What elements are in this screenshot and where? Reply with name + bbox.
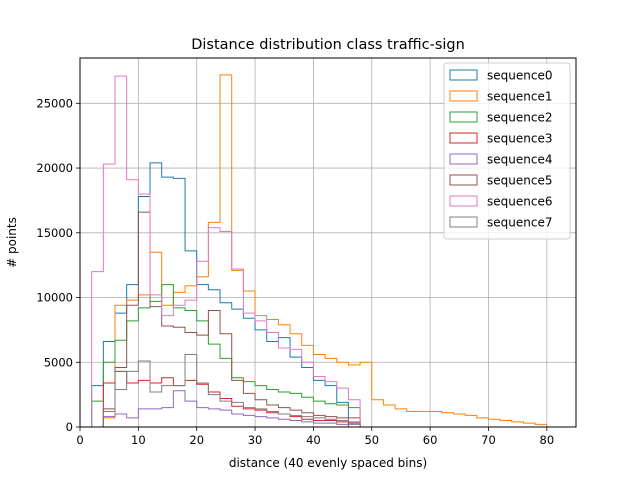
- y-tick-label: 0: [66, 420, 73, 434]
- legend-swatch: [449, 153, 478, 165]
- series-sequence1-step: [91, 74, 559, 428]
- legend-label: sequence6: [487, 195, 552, 209]
- legend-label: sequence1: [487, 90, 552, 104]
- legend-swatch: [449, 195, 478, 207]
- legend-label: sequence7: [487, 216, 552, 230]
- plot-frame: [79, 57, 577, 428]
- legend: sequence0 sequence1 sequence2 sequence3 sequ…: [443, 62, 571, 240]
- y-axis-label: # points: [5, 217, 19, 268]
- x-tick-label: 20: [189, 433, 204, 447]
- legend-swatch: [449, 111, 478, 123]
- x-tick-label: 60: [423, 433, 438, 447]
- legend-swatch: [449, 69, 478, 81]
- legend-swatch: [449, 132, 478, 144]
- y-tick-label: 25000: [36, 96, 73, 110]
- legend-label: sequence3: [487, 132, 552, 146]
- series-sequence0-step: [91, 162, 372, 428]
- legend-label: sequence4: [487, 153, 552, 167]
- series-sequence5-step: [91, 211, 372, 428]
- axis-ticks: 0 10 20 30 40 50 60 70 80 0 5000 10000 15000 20000 250…: [36, 96, 554, 447]
- x-tick-label: 10: [131, 433, 146, 447]
- x-tick-label: 50: [364, 433, 379, 447]
- legend-swatch: [449, 216, 478, 228]
- x-tick-label: 30: [248, 433, 263, 447]
- y-tick-label: 20000: [36, 161, 73, 175]
- series-sequence3-step: [91, 370, 372, 428]
- y-tick-label: 15000: [36, 226, 73, 240]
- legend-label: sequence2: [487, 111, 552, 125]
- x-axis-label: distance (40 evenly spaced bins): [229, 456, 427, 470]
- x-tick-label: 80: [540, 433, 555, 447]
- legend-swatch: [449, 90, 478, 102]
- plot-series: [91, 74, 559, 428]
- series-sequence6-step: [91, 75, 372, 428]
- legend-label: sequence5: [487, 174, 552, 188]
- chart-title: Distance distribution class traffic-sign: [191, 37, 465, 53]
- legend-box: [443, 62, 571, 240]
- y-tick-label: 10000: [36, 291, 73, 305]
- series-sequence4-step: [91, 390, 372, 428]
- x-tick-label: 0: [76, 433, 83, 447]
- x-tick-label: 70: [481, 433, 496, 447]
- y-tick-label: 5000: [44, 355, 73, 369]
- x-tick-label: 40: [306, 433, 321, 447]
- legend-swatch: [449, 174, 478, 186]
- series-sequence7-step: [91, 353, 372, 428]
- legend-label: sequence0: [487, 69, 552, 83]
